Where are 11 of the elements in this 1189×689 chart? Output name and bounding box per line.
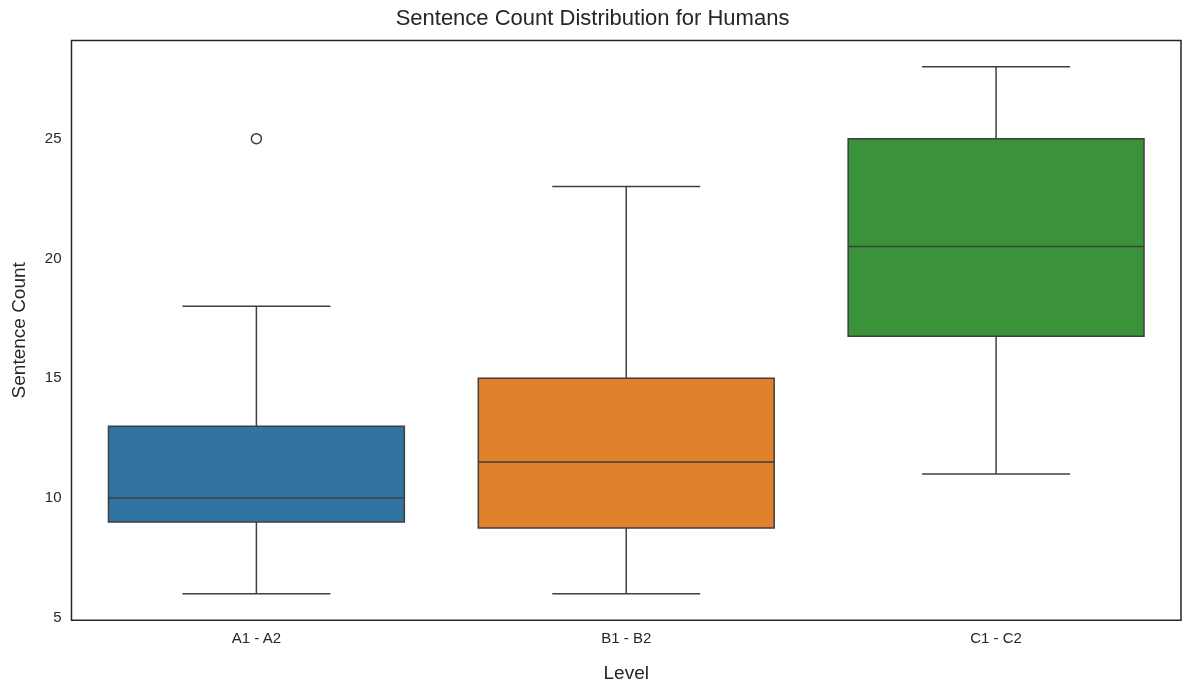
x-axis-title: Level	[603, 661, 649, 683]
y-tick-label: 20	[44, 248, 62, 266]
chart-title: Sentence Count Distribution for Humans	[395, 5, 790, 31]
y-axis-title: Sentence Count	[7, 261, 29, 399]
y-tick-label: 15	[44, 368, 62, 386]
x-tick-label: C1 - C2	[970, 629, 1022, 647]
y-tick-label: 10	[44, 488, 62, 506]
y-tick-label: 25	[44, 128, 62, 146]
y-tick-label: 5	[53, 607, 62, 625]
x-tick-label: B1 - B2	[601, 629, 652, 647]
x-tick-label: A1 - A2	[231, 629, 282, 647]
